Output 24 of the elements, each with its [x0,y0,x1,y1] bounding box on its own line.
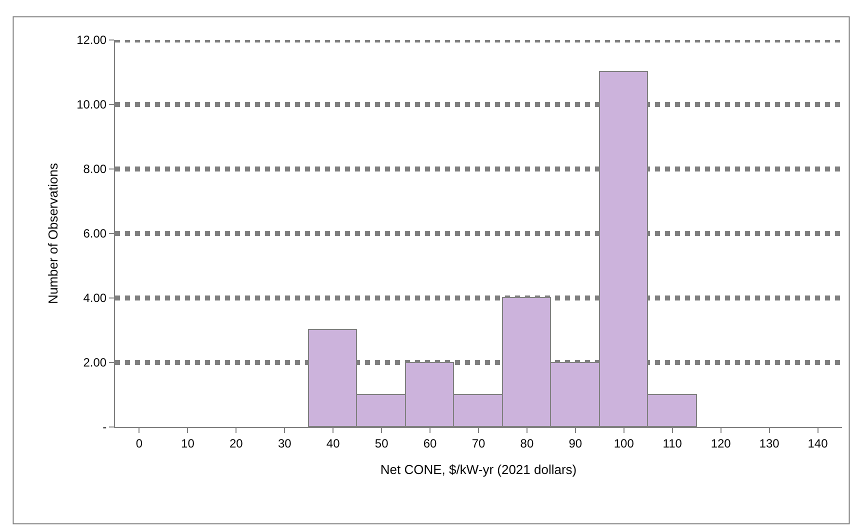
x-tick-label: 50 [374,436,389,450]
y-axis-title: Number of Observations [46,162,61,304]
x-tick-label: 130 [759,436,780,450]
y-tick-label: 4.00 [83,291,107,306]
y-tick-label: 6.00 [83,226,107,241]
y-tick-label: 12.00 [76,33,107,48]
x-tick-label: 20 [229,436,244,450]
x-tick-label: 100 [614,436,634,450]
y-tick-label: 8.00 [83,162,107,176]
x-axis-title: Net CONE, $/kW-yr (2021 dollars) [380,462,577,477]
x-tick-label: 140 [808,436,828,450]
x-tick-label: 40 [326,436,340,450]
x-tick-label: 60 [423,436,438,450]
y-tick-label: - [102,420,107,434]
y-tick-label: 2.00 [83,356,107,370]
x-tick-label: 30 [278,436,292,450]
y-tick-label: 10.00 [76,98,107,112]
x-tick-label: 120 [710,436,732,450]
x-tick-label: 10 [181,436,195,450]
x-tick-label: 110 [662,436,682,450]
x-tick-label: 80 [520,436,534,450]
x-tick-label: 0 [136,436,143,450]
x-tick-label: 70 [472,436,486,450]
x-tick-label: 90 [568,436,582,450]
